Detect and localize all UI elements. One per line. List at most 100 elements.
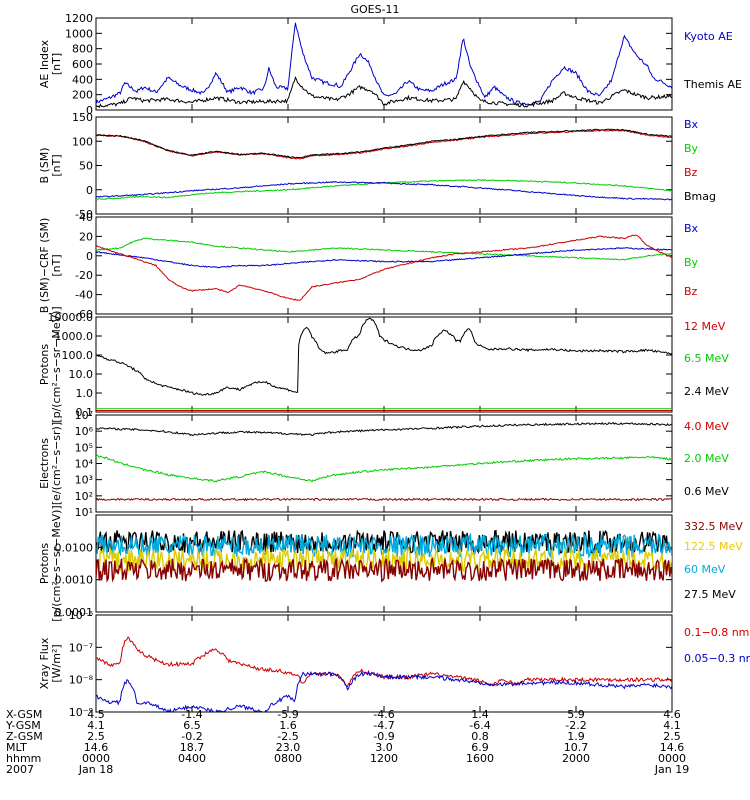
series-group xyxy=(96,128,672,201)
series-legend-label: 60 MeV xyxy=(684,563,726,576)
y-tick-label: 600 xyxy=(72,58,93,71)
ephemeris-value: 4.6 xyxy=(663,708,681,721)
y-tick-label: 0 xyxy=(86,184,93,197)
y-tick-label: 10⁻⁸ xyxy=(69,674,94,687)
series-group xyxy=(96,421,672,502)
ephemeris-value: 5.9 xyxy=(567,708,585,721)
series-group xyxy=(96,636,672,712)
series-group xyxy=(96,234,672,301)
series-line xyxy=(96,421,672,437)
y-axis-label: AE Index[nT] xyxy=(38,39,63,88)
y-tick-label: -20 xyxy=(75,269,93,282)
series-legend-label: Bx xyxy=(684,222,699,235)
ephemeris-value: -6.4 xyxy=(469,719,491,732)
panel-1: 0 200 400 600 800 1000 1200 AE Index[nT] Kyoto A… xyxy=(38,12,742,117)
panel-frame xyxy=(95,414,673,513)
ephemeris-value: 1.6 xyxy=(279,719,297,732)
y-tick-label: -40 xyxy=(75,289,93,302)
series-line xyxy=(96,22,672,106)
series-legend-label: Bmag xyxy=(684,190,716,203)
y-tick-label: 400 xyxy=(72,73,93,86)
y-tick-label: -60 xyxy=(75,308,93,321)
y-tick-label: 10⁻⁷ xyxy=(69,641,93,654)
y-tick-label: 100 xyxy=(72,135,93,148)
panel-frame xyxy=(95,17,673,111)
ephemeris-value: 6.5 xyxy=(183,719,201,732)
ephemeris-value: 0000 xyxy=(658,752,686,765)
ephemeris-row-label: MLT xyxy=(6,741,27,754)
series-legend-label: Bz xyxy=(684,285,698,298)
series-legend-label: 122.5 MeV xyxy=(684,540,743,553)
ephemeris-value: -2.2 xyxy=(565,719,587,732)
series-legend-label: 12 MeV xyxy=(684,320,726,333)
y-tick-label: 0.0010 xyxy=(55,574,94,587)
ephemeris-value: -5.9 xyxy=(277,708,299,721)
y-tick-label: 40 xyxy=(79,211,93,224)
y-tick-label: 10.0 xyxy=(69,368,94,381)
ephemeris-value: 1.4 xyxy=(471,708,489,721)
ephemeris-value: 0.8 xyxy=(471,730,489,743)
y-tick-label: 1.0 xyxy=(76,387,94,400)
y-tick-label: 10⁵ xyxy=(75,441,93,454)
ephemeris-value: 3.0 xyxy=(375,741,393,754)
series-legend-label: Kyoto AE xyxy=(684,30,733,43)
y-tick-label: 10³ xyxy=(75,474,93,487)
ephemeris-value: 14.6 xyxy=(83,741,109,754)
ephemeris-value: 4.1 xyxy=(87,719,105,732)
ephemeris-row-label: Y-GSM xyxy=(6,719,41,732)
series-line xyxy=(96,556,672,583)
ephemeris-row-label: X-GSM xyxy=(6,708,43,721)
series-line xyxy=(96,636,672,688)
y-tick-label: 1000.0 xyxy=(55,330,94,343)
series-line xyxy=(96,529,672,556)
ephemeris-value: 23.0 xyxy=(275,741,301,754)
series-line xyxy=(96,497,672,502)
ephemeris-value: 0800 xyxy=(274,752,302,765)
y-tick-label: 1000 xyxy=(65,27,93,40)
ephemeris-value: 0000 xyxy=(82,752,110,765)
ephemeris-value: -0.2 xyxy=(181,730,203,743)
panel-2: -50 0 50 100 150 B (SM)[nT] Bx By Bz Bmag xyxy=(38,111,716,221)
y-tick-label: 0.0001 xyxy=(55,606,94,619)
y-axis-label: B (SM)−CRF (SM)[nT] xyxy=(38,218,63,314)
y-tick-label: 10⁶ xyxy=(75,425,94,438)
ephemeris-value: -4.6 xyxy=(373,708,395,721)
ephemeris-value: -1.4 xyxy=(181,708,203,721)
y-tick-label: 10⁴ xyxy=(75,458,94,471)
ephemeris-value: 2000 xyxy=(562,752,590,765)
series-line xyxy=(96,129,672,160)
y-tick-label: 0 xyxy=(86,250,93,263)
panel-frame xyxy=(95,316,673,413)
y-axis-label: Electrons[e/(cm²−s−sr)] xyxy=(38,422,63,505)
series-legend-label: 27.5 MeV xyxy=(684,588,736,601)
ephemeris-value: 2.5 xyxy=(663,730,681,743)
series-legend-label: 6.5 MeV xyxy=(684,352,729,365)
ephemeris-value: 18.7 xyxy=(179,741,205,754)
ephemeris-value: 4.5 xyxy=(87,708,105,721)
y-tick-label: 1200 xyxy=(65,12,93,25)
y-tick-label: 0 xyxy=(86,104,93,117)
series-legend-label: 2.4 MeV xyxy=(684,385,729,398)
series-group xyxy=(96,529,672,583)
y-tick-label: -50 xyxy=(75,208,93,221)
ephemeris-value: 1.9 xyxy=(567,730,585,743)
series-line xyxy=(96,128,672,159)
series-line xyxy=(96,670,672,712)
ephemeris-value: -4.7 xyxy=(373,719,395,732)
series-legend-label: By xyxy=(684,142,699,155)
y-tick-label: 10000.0 xyxy=(48,311,94,324)
y-axis-label: B (SM)[nT] xyxy=(38,147,63,183)
y-tick-label: 0.1 xyxy=(76,406,94,419)
series-legend-label: 0.6 MeV xyxy=(684,485,729,498)
series-line xyxy=(96,317,672,396)
y-tick-label: 50 xyxy=(79,160,93,173)
series-group xyxy=(96,317,672,411)
series-line xyxy=(96,75,672,109)
chart-title: GOES-11 xyxy=(350,3,399,16)
series-line xyxy=(96,178,672,201)
series-legend-label: 0.1−0.8 nm xyxy=(684,626,749,639)
y-tick-label: 10⁻⁹ xyxy=(69,706,93,719)
y-tick-label: 10⁷ xyxy=(75,409,93,422)
series-group xyxy=(96,22,672,109)
